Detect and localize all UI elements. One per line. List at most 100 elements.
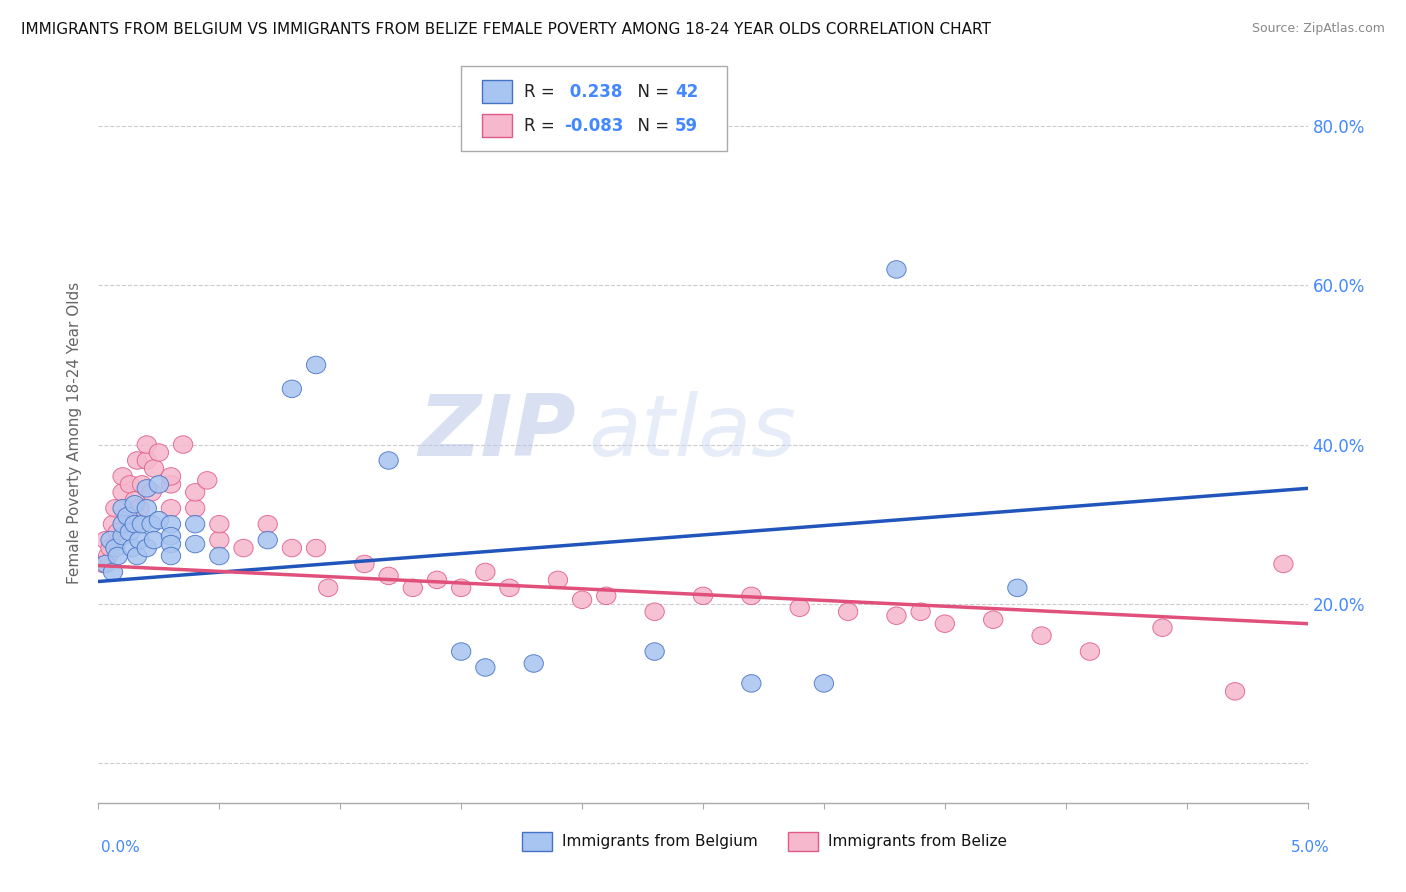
Text: Immigrants from Belize: Immigrants from Belize (828, 834, 1007, 849)
Ellipse shape (307, 540, 326, 557)
Text: Source: ZipAtlas.com: Source: ZipAtlas.com (1251, 22, 1385, 36)
Ellipse shape (145, 459, 163, 477)
Ellipse shape (209, 548, 229, 565)
Text: ZIP: ZIP (419, 391, 576, 475)
Ellipse shape (162, 535, 180, 553)
Ellipse shape (120, 524, 139, 541)
Ellipse shape (380, 567, 398, 584)
Ellipse shape (162, 516, 180, 533)
Ellipse shape (138, 540, 156, 557)
Text: R =: R = (524, 83, 560, 101)
Ellipse shape (1226, 682, 1244, 700)
Ellipse shape (451, 579, 471, 597)
Ellipse shape (186, 483, 205, 501)
Ellipse shape (162, 475, 180, 493)
Text: N =: N = (627, 83, 675, 101)
Ellipse shape (186, 535, 205, 553)
Ellipse shape (98, 548, 118, 565)
Ellipse shape (742, 587, 761, 605)
Ellipse shape (138, 480, 156, 497)
Text: -0.083: -0.083 (564, 117, 623, 135)
Text: R =: R = (524, 117, 560, 135)
Ellipse shape (198, 472, 217, 489)
Ellipse shape (112, 516, 132, 533)
Ellipse shape (138, 500, 156, 517)
Ellipse shape (645, 643, 664, 660)
Ellipse shape (790, 599, 810, 616)
Text: atlas: atlas (588, 391, 796, 475)
Ellipse shape (887, 260, 905, 278)
Ellipse shape (186, 500, 205, 517)
Ellipse shape (209, 516, 229, 533)
Ellipse shape (96, 555, 115, 573)
Ellipse shape (173, 436, 193, 453)
Ellipse shape (132, 475, 152, 493)
Ellipse shape (128, 451, 146, 469)
Text: 0.238: 0.238 (564, 83, 623, 101)
Ellipse shape (451, 643, 471, 660)
Ellipse shape (1153, 619, 1173, 636)
Ellipse shape (142, 483, 162, 501)
Ellipse shape (259, 532, 277, 549)
Ellipse shape (307, 356, 326, 374)
Ellipse shape (380, 451, 398, 469)
Text: IMMIGRANTS FROM BELGIUM VS IMMIGRANTS FROM BELIZE FEMALE POVERTY AMONG 18-24 YEA: IMMIGRANTS FROM BELGIUM VS IMMIGRANTS FR… (21, 22, 991, 37)
Ellipse shape (103, 516, 122, 533)
FancyBboxPatch shape (482, 80, 512, 103)
Ellipse shape (149, 475, 169, 493)
Ellipse shape (138, 451, 156, 469)
Ellipse shape (101, 532, 120, 549)
Ellipse shape (122, 516, 142, 533)
Ellipse shape (105, 540, 125, 557)
Ellipse shape (814, 674, 834, 692)
Ellipse shape (645, 603, 664, 621)
Ellipse shape (112, 500, 132, 517)
Ellipse shape (524, 655, 543, 673)
Ellipse shape (108, 524, 128, 541)
Ellipse shape (259, 516, 277, 533)
Ellipse shape (120, 475, 139, 493)
Ellipse shape (548, 571, 568, 589)
Text: Immigrants from Belgium: Immigrants from Belgium (561, 834, 758, 849)
Ellipse shape (501, 579, 519, 597)
Ellipse shape (145, 532, 163, 549)
Ellipse shape (108, 548, 128, 565)
Ellipse shape (209, 532, 229, 549)
Ellipse shape (142, 516, 162, 533)
Ellipse shape (911, 603, 931, 621)
Text: 42: 42 (675, 83, 699, 101)
Y-axis label: Female Poverty Among 18-24 Year Olds: Female Poverty Among 18-24 Year Olds (67, 282, 83, 583)
Ellipse shape (838, 603, 858, 621)
Ellipse shape (103, 563, 122, 581)
Ellipse shape (132, 516, 152, 533)
Text: 59: 59 (675, 117, 699, 135)
Ellipse shape (129, 500, 149, 517)
Ellipse shape (112, 467, 132, 485)
Ellipse shape (742, 674, 761, 692)
Ellipse shape (984, 611, 1002, 629)
Ellipse shape (935, 615, 955, 632)
Ellipse shape (125, 491, 145, 509)
Ellipse shape (162, 500, 180, 517)
FancyBboxPatch shape (482, 114, 512, 137)
Ellipse shape (112, 483, 132, 501)
Text: N =: N = (627, 117, 675, 135)
Ellipse shape (1274, 555, 1294, 573)
Ellipse shape (149, 443, 169, 461)
Ellipse shape (128, 548, 146, 565)
Ellipse shape (125, 516, 145, 533)
Ellipse shape (112, 527, 132, 545)
Ellipse shape (572, 591, 592, 608)
FancyBboxPatch shape (522, 832, 551, 851)
Ellipse shape (125, 496, 145, 513)
Ellipse shape (138, 436, 156, 453)
Ellipse shape (149, 511, 169, 529)
Ellipse shape (233, 540, 253, 557)
Ellipse shape (1032, 627, 1052, 644)
Ellipse shape (129, 532, 149, 549)
Ellipse shape (186, 516, 205, 533)
Ellipse shape (887, 607, 905, 624)
Ellipse shape (122, 540, 142, 557)
Ellipse shape (96, 532, 115, 549)
Ellipse shape (118, 508, 138, 525)
